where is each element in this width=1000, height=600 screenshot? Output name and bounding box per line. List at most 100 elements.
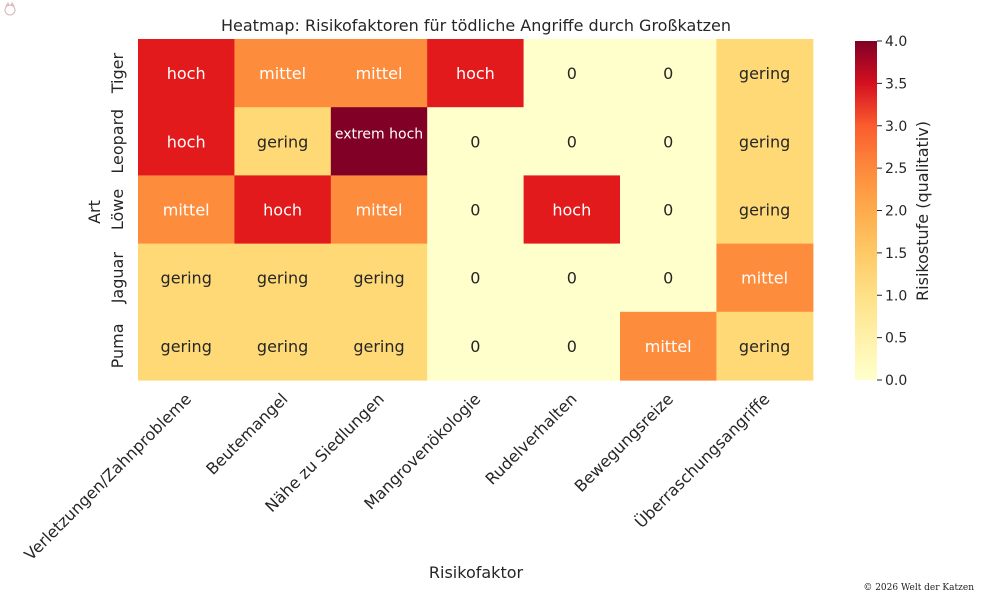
- x-axis-label: Risikofaktor: [429, 563, 524, 582]
- heatmap-cell: [234, 175, 332, 245]
- heatmap-cell: [523, 243, 621, 313]
- heatmap-cell: [523, 107, 621, 176]
- cell-value-label: mittel: [356, 201, 403, 220]
- cell-value-label: gering: [161, 269, 212, 288]
- cell-value-label: 0: [663, 201, 673, 220]
- colorbar: [855, 41, 877, 380]
- colorbar-tick-label: 2.0: [885, 204, 907, 220]
- cell-value-label: gering: [257, 132, 308, 151]
- heatmap-cell: [716, 243, 814, 313]
- x-tick-label: Beutemangel: [202, 389, 291, 478]
- cell-value-label: gering: [739, 64, 790, 83]
- heatmap-cell: [716, 311, 814, 381]
- y-axis-label: Art: [85, 200, 104, 224]
- heatmap-cell: [620, 107, 717, 176]
- heatmap-cell: [716, 39, 814, 108]
- heatmap-cell: [427, 311, 525, 381]
- colorbar-tick-label: 4.0: [885, 34, 907, 50]
- heatmap-cell: [330, 107, 428, 176]
- cell-value-label: gering: [739, 337, 790, 356]
- heatmap-cell: [427, 107, 525, 176]
- cell-value-label: 0: [663, 132, 673, 151]
- cell-value-label: mittel: [356, 64, 403, 83]
- cell-value-label: 0: [470, 132, 480, 151]
- heatmap-cell: [620, 311, 717, 381]
- heatmap-cell: [138, 243, 235, 313]
- heatmap-cell: [427, 175, 525, 245]
- heatmap-cell: [234, 39, 332, 108]
- copyright-notice: © 2026 Welt der Katzen: [863, 583, 974, 593]
- heatmap-cell: [620, 243, 717, 313]
- heatmap-cell: [523, 175, 621, 245]
- colorbar-label: Risikostufe (qualitativ): [913, 121, 932, 301]
- heatmap-cell: [234, 107, 332, 176]
- heatmap-cell: [427, 243, 525, 313]
- heatmap-cell: [234, 311, 332, 381]
- cell-value-label: 0: [470, 269, 480, 288]
- x-tick-label: Verletzungen/Zahnprobleme: [20, 389, 195, 564]
- cell-value-label: mittel: [741, 269, 788, 288]
- cell-value-label: hoch: [552, 201, 591, 220]
- colorbar-ticks: 0.0 0.5 1.0 1.5 2.0 2.5 3.0 3.5 4.0: [877, 34, 907, 389]
- cell-value-label: 0: [663, 269, 673, 288]
- heatmap-cell: [620, 39, 717, 108]
- heatmap-cell: [138, 107, 235, 176]
- cell-value-label: gering: [257, 269, 308, 288]
- cell-value-label: extrem hoch: [335, 126, 423, 142]
- cell-value-label: gering: [739, 201, 790, 220]
- heatmap-cell: [330, 243, 428, 313]
- colorbar-tick-label: 0.5: [885, 331, 907, 347]
- y-tick-label: Puma: [108, 323, 127, 368]
- colorbar-tick-label: 0.0: [885, 373, 907, 389]
- cell-value-label: gering: [739, 132, 790, 151]
- heatmap-cell: [330, 39, 428, 108]
- colorbar-tick-label: 1.5: [885, 246, 907, 262]
- heatmap-cell: [234, 243, 332, 313]
- cell-value-label: hoch: [167, 132, 206, 151]
- colorbar-tick-label: 3.5: [885, 76, 907, 92]
- cell-value-label: mittel: [645, 337, 692, 356]
- heatmap-cell: [523, 39, 621, 108]
- heatmap-cell: [330, 175, 428, 245]
- colorbar-tick-label: 2.5: [885, 161, 907, 177]
- cell-value-label: gering: [257, 337, 308, 356]
- heatmap-cells: [138, 39, 814, 381]
- cell-value-label: 0: [567, 337, 577, 356]
- colorbar-tick-label: 1.0: [885, 288, 907, 304]
- y-tick-label: Löwe: [108, 189, 127, 230]
- cell-value-label: hoch: [167, 64, 206, 83]
- y-tick-label: Leopard: [108, 109, 127, 174]
- heatmap-cell: [716, 107, 814, 176]
- cell-value-label: 0: [567, 64, 577, 83]
- heatmap-cell: [620, 175, 717, 245]
- cell-value-label: hoch: [263, 201, 302, 220]
- y-tick-label: Tiger: [108, 53, 127, 95]
- x-tick-label: Rudelverhalten: [481, 389, 580, 488]
- heatmap-cell: [427, 39, 525, 108]
- heatmap-cell: [138, 311, 235, 381]
- y-tick-labels: Tiger Leopard Löwe Jaguar Puma: [108, 53, 127, 369]
- heatmap-cell-labels: hoch mittel mittel hoch 0 0 gering hoch gering ex…: [161, 64, 791, 356]
- x-tick-labels: Verletzungen/Zahnprobleme BeutemangelNähe…: [20, 389, 773, 564]
- heatmap-cell: [330, 311, 428, 381]
- cell-value-label: gering: [353, 337, 404, 356]
- cell-value-label: 0: [470, 201, 480, 220]
- cell-value-label: 0: [567, 269, 577, 288]
- cell-value-label: hoch: [456, 64, 495, 83]
- cell-value-label: gering: [353, 269, 404, 288]
- cell-value-label: 0: [470, 337, 480, 356]
- cell-value-label: 0: [663, 64, 673, 83]
- cell-value-label: mittel: [163, 201, 210, 220]
- cell-value-label: gering: [161, 337, 212, 356]
- logo-icon: [4, 1, 16, 16]
- cell-value-label: mittel: [259, 64, 306, 83]
- heatmap-cell: [716, 175, 814, 245]
- cell-value-label: 0: [567, 132, 577, 151]
- x-tick-label: Bewegungsreize: [571, 389, 677, 495]
- heatmap-cell: [138, 175, 235, 245]
- heatmap-cell: [523, 311, 621, 381]
- heatmap-cell: [138, 39, 235, 108]
- colorbar-tick-label: 3.0: [885, 119, 907, 135]
- y-tick-label: Jaguar: [108, 252, 127, 305]
